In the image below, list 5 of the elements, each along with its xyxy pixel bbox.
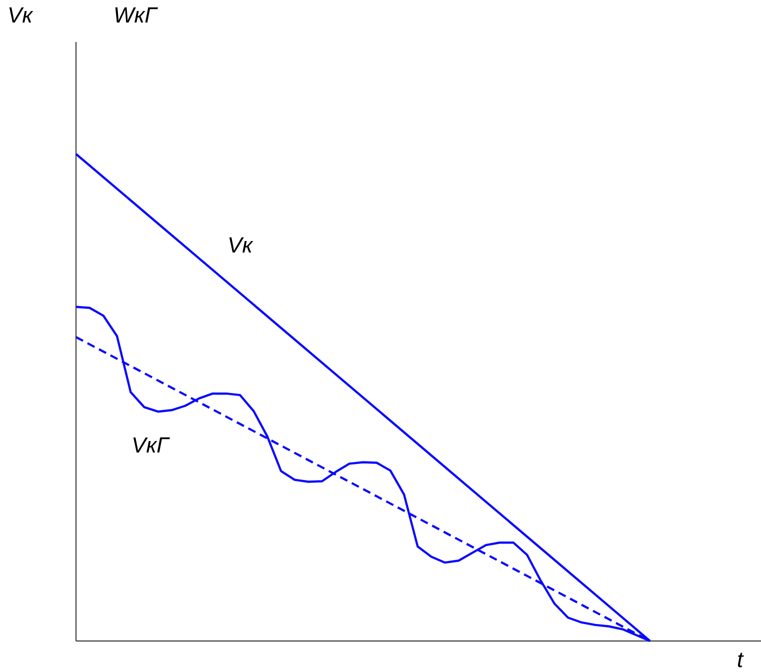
x-axis-title: t [738, 652, 744, 668]
text: WкГ [115, 7, 158, 23]
annotation: Vк [229, 237, 254, 253]
text: Vк [9, 7, 34, 23]
annotation: VкГ [133, 437, 170, 453]
